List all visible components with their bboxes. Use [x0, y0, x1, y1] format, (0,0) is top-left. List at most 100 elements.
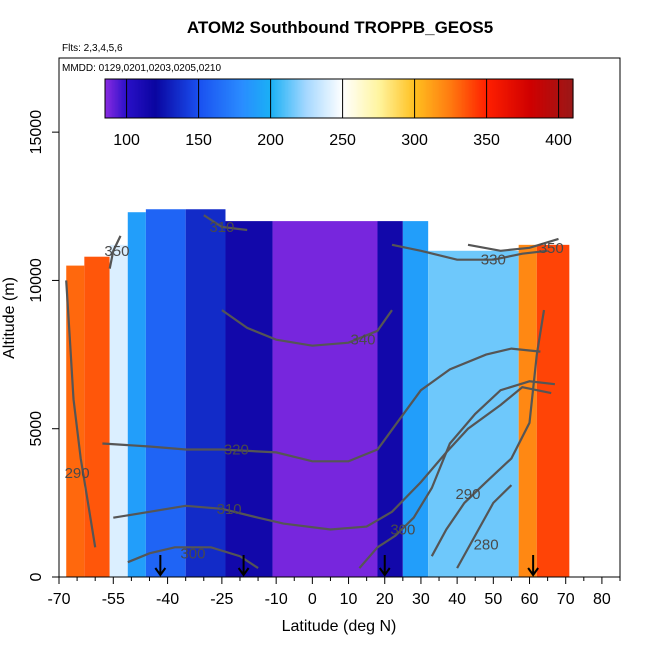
colorbar-cell [473, 79, 476, 118]
colorbar-cell [493, 79, 496, 118]
colorbar-cell [555, 79, 558, 118]
colorbar-cell [459, 79, 462, 118]
heat-column-7 [272, 221, 378, 577]
colorbar-cell [310, 79, 313, 118]
colorbar-cell [503, 79, 506, 118]
flight-arrow-1 [237, 555, 250, 577]
colorbar-cell [534, 79, 537, 118]
colorbar-cell [361, 79, 364, 118]
colorbar-cell [508, 79, 511, 118]
colorbar-cell [502, 79, 505, 118]
colorbar-cell [128, 79, 131, 118]
colorbar-cell [280, 79, 283, 118]
colorbar-cell [472, 79, 475, 118]
colorbar-tick-label-200: 200 [257, 132, 284, 149]
colorbar-cell [434, 79, 437, 118]
colorbar-cell [192, 79, 195, 118]
colorbar-cell [456, 79, 459, 118]
colorbar-cell [397, 79, 400, 118]
colorbar-cell [290, 79, 293, 118]
colorbar-cell [201, 79, 204, 118]
colorbar-cell [202, 79, 205, 118]
contour-line-4 [358, 380, 556, 569]
colorbar-cell [273, 79, 276, 118]
colorbar-cell [480, 79, 483, 118]
colorbar-cell [460, 79, 463, 118]
colorbar-cell [299, 79, 302, 118]
colorbar-cell [135, 79, 138, 118]
x-tick-label-50: 50 [484, 591, 502, 608]
colorbar-cell [156, 79, 159, 118]
colorbar-cell [189, 79, 192, 118]
heat-column-3 [127, 212, 146, 577]
colorbar-cell [257, 79, 260, 118]
colorbar-cell [241, 79, 244, 118]
colorbar-cell [177, 79, 180, 118]
colorbar-cell [122, 79, 125, 118]
colorbar-cell [441, 79, 444, 118]
colorbar-cell [453, 79, 456, 118]
chart-title: ATOM2 Southbound TROPPB_GEOS5 [187, 18, 493, 37]
colorbar-cell [374, 79, 377, 118]
colorbar-cell [272, 79, 275, 118]
colorbar-cell [401, 79, 404, 118]
contour-label-0: 280 [474, 536, 499, 553]
colorbar-cell [138, 79, 141, 118]
colorbar-cell [292, 79, 295, 118]
colorbar-cell [318, 79, 321, 118]
x-tick-label-60: 60 [521, 591, 539, 608]
colorbar-cell [524, 79, 527, 118]
colorbar-cell [560, 79, 563, 118]
colorbar-cell [259, 79, 262, 118]
colorbar-cell [462, 79, 465, 118]
colorbar-cell [429, 79, 432, 118]
colorbar-cell [175, 79, 178, 118]
colorbar-cell [372, 79, 375, 118]
colorbar-cell [243, 79, 246, 118]
colorbar-cell [364, 79, 367, 118]
colorbar-cell [483, 79, 486, 118]
x-tick-label--40: -40 [156, 591, 179, 608]
colorbar-cell [332, 79, 335, 118]
colorbar-cell [548, 79, 551, 118]
colorbar-cell [398, 79, 401, 118]
colorbar-cell [424, 79, 427, 118]
colorbar-cell [112, 79, 115, 118]
colorbar-cell [171, 79, 174, 118]
colorbar-cell [542, 79, 545, 118]
colorbar-cell [403, 79, 406, 118]
heat-column-6 [225, 221, 273, 577]
colorbar-cell [358, 79, 361, 118]
colorbar-cell [181, 79, 184, 118]
flight-arrow-3 [527, 555, 539, 577]
colorbar-cell [447, 79, 450, 118]
colorbar-cell [246, 79, 249, 118]
colorbar-cell [107, 79, 110, 118]
colorbar-tick-label-100: 100 [113, 132, 140, 149]
colorbar-cell [224, 79, 227, 118]
colorbar-cell [328, 79, 331, 118]
heat-column-2 [109, 244, 128, 577]
colorbar-cell [109, 79, 112, 118]
colorbar-cell [537, 79, 540, 118]
colorbar-cell [132, 79, 135, 118]
colorbar-cell [486, 79, 489, 118]
colorbar-cell [407, 79, 410, 118]
colorbar-cell [315, 79, 318, 118]
colorbar-cell [505, 79, 508, 118]
colorbar-cell [509, 79, 512, 118]
colorbar-cell [551, 79, 554, 118]
colorbar-cell [286, 79, 289, 118]
colorbar-cell [225, 79, 228, 118]
colorbar-cell [237, 79, 240, 118]
colorbar-cell [182, 79, 185, 118]
colorbar-cell [323, 79, 326, 118]
colorbar-cell [116, 79, 119, 118]
colorbar-cell [161, 79, 164, 118]
colorbar-cell [223, 79, 226, 118]
colorbar-cell [348, 79, 351, 118]
colorbar-cell [277, 79, 280, 118]
colorbar-cell [516, 79, 519, 118]
colorbar-cell [565, 79, 568, 118]
